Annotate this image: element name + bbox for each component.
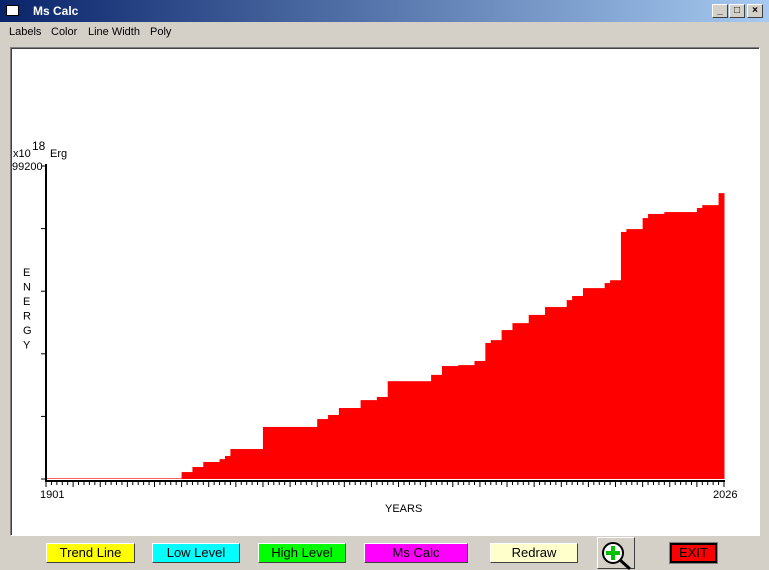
y-axis-label-letter: G xyxy=(23,325,32,337)
energy-step xyxy=(203,461,221,479)
high-level-button[interactable]: High Level xyxy=(258,543,346,563)
exit-button[interactable]: EXIT xyxy=(669,542,718,564)
energy-step xyxy=(528,314,546,479)
y-axis-label-letter: E xyxy=(23,296,30,308)
window-title: Ms Calc xyxy=(33,4,79,18)
energy-step xyxy=(648,213,665,480)
app-icon xyxy=(6,5,19,16)
energy-step xyxy=(360,400,378,479)
energy-step xyxy=(566,300,573,479)
y-axis-label-letter: E xyxy=(23,267,30,279)
menu-bar: Labels Color Line Width Poly xyxy=(0,22,769,42)
energy-step xyxy=(626,229,644,479)
energy-step xyxy=(664,212,698,479)
y-max-label: 99200 xyxy=(12,161,43,173)
energy-step xyxy=(642,218,649,479)
energy-step xyxy=(441,366,459,479)
energy-step xyxy=(474,360,486,479)
energy-step xyxy=(458,365,475,479)
ms-calc-button[interactable]: Ms Calc xyxy=(364,543,468,563)
energy-step xyxy=(230,449,264,479)
menu-line-width[interactable]: Line Width xyxy=(88,26,140,38)
energy-step xyxy=(718,193,725,480)
energy-step xyxy=(610,280,622,479)
maximize-button[interactable]: □ xyxy=(729,4,745,18)
energy-step xyxy=(338,408,362,479)
y-axis-label-letter: R xyxy=(23,311,31,323)
close-button[interactable]: × xyxy=(747,4,763,18)
x-axis-label: YEARS xyxy=(385,503,422,515)
menu-poly[interactable]: Poly xyxy=(150,26,172,38)
energy-step xyxy=(545,307,568,479)
x-max-label: 2026 xyxy=(713,489,737,501)
y-axis-label-letter: N xyxy=(23,282,31,294)
unit-exponent: 18 xyxy=(32,139,46,153)
energy-step xyxy=(192,467,204,479)
energy-step xyxy=(219,459,226,479)
energy-step xyxy=(620,231,627,479)
trend-line-button[interactable]: Trend Line xyxy=(46,543,135,563)
x-min-label: 1901 xyxy=(40,489,64,501)
minimize-button[interactable]: _ xyxy=(712,4,728,18)
energy-step xyxy=(328,414,340,479)
energy-step xyxy=(387,381,432,479)
energy-step xyxy=(512,323,530,479)
energy-step xyxy=(485,343,492,479)
energy-step xyxy=(224,455,231,479)
zoom-in-magnifier-icon xyxy=(602,542,632,570)
unit-prefix: x10 xyxy=(13,148,31,160)
energy-step xyxy=(572,295,584,479)
energy-step xyxy=(46,478,183,479)
energy-step xyxy=(604,283,611,479)
energy-step xyxy=(696,207,703,479)
menu-labels[interactable]: Labels xyxy=(9,26,42,38)
y-axis-label-letter: Y xyxy=(23,340,31,352)
energy-step xyxy=(702,205,720,479)
low-level-button[interactable]: Low Level xyxy=(152,543,240,563)
energy-step xyxy=(181,472,193,479)
energy-step xyxy=(376,396,389,479)
zoom-button[interactable] xyxy=(597,537,635,570)
redraw-button[interactable]: Redraw xyxy=(490,543,578,563)
menu-color[interactable]: Color xyxy=(51,26,78,38)
energy-step xyxy=(582,288,606,479)
energy-step xyxy=(501,330,513,479)
title-bar: Ms Calc _ □ × xyxy=(0,0,769,22)
energy-step xyxy=(262,426,318,479)
energy-step xyxy=(431,374,443,479)
unit-label: Erg xyxy=(50,148,67,160)
energy-step xyxy=(317,419,329,479)
energy-step xyxy=(490,340,503,479)
